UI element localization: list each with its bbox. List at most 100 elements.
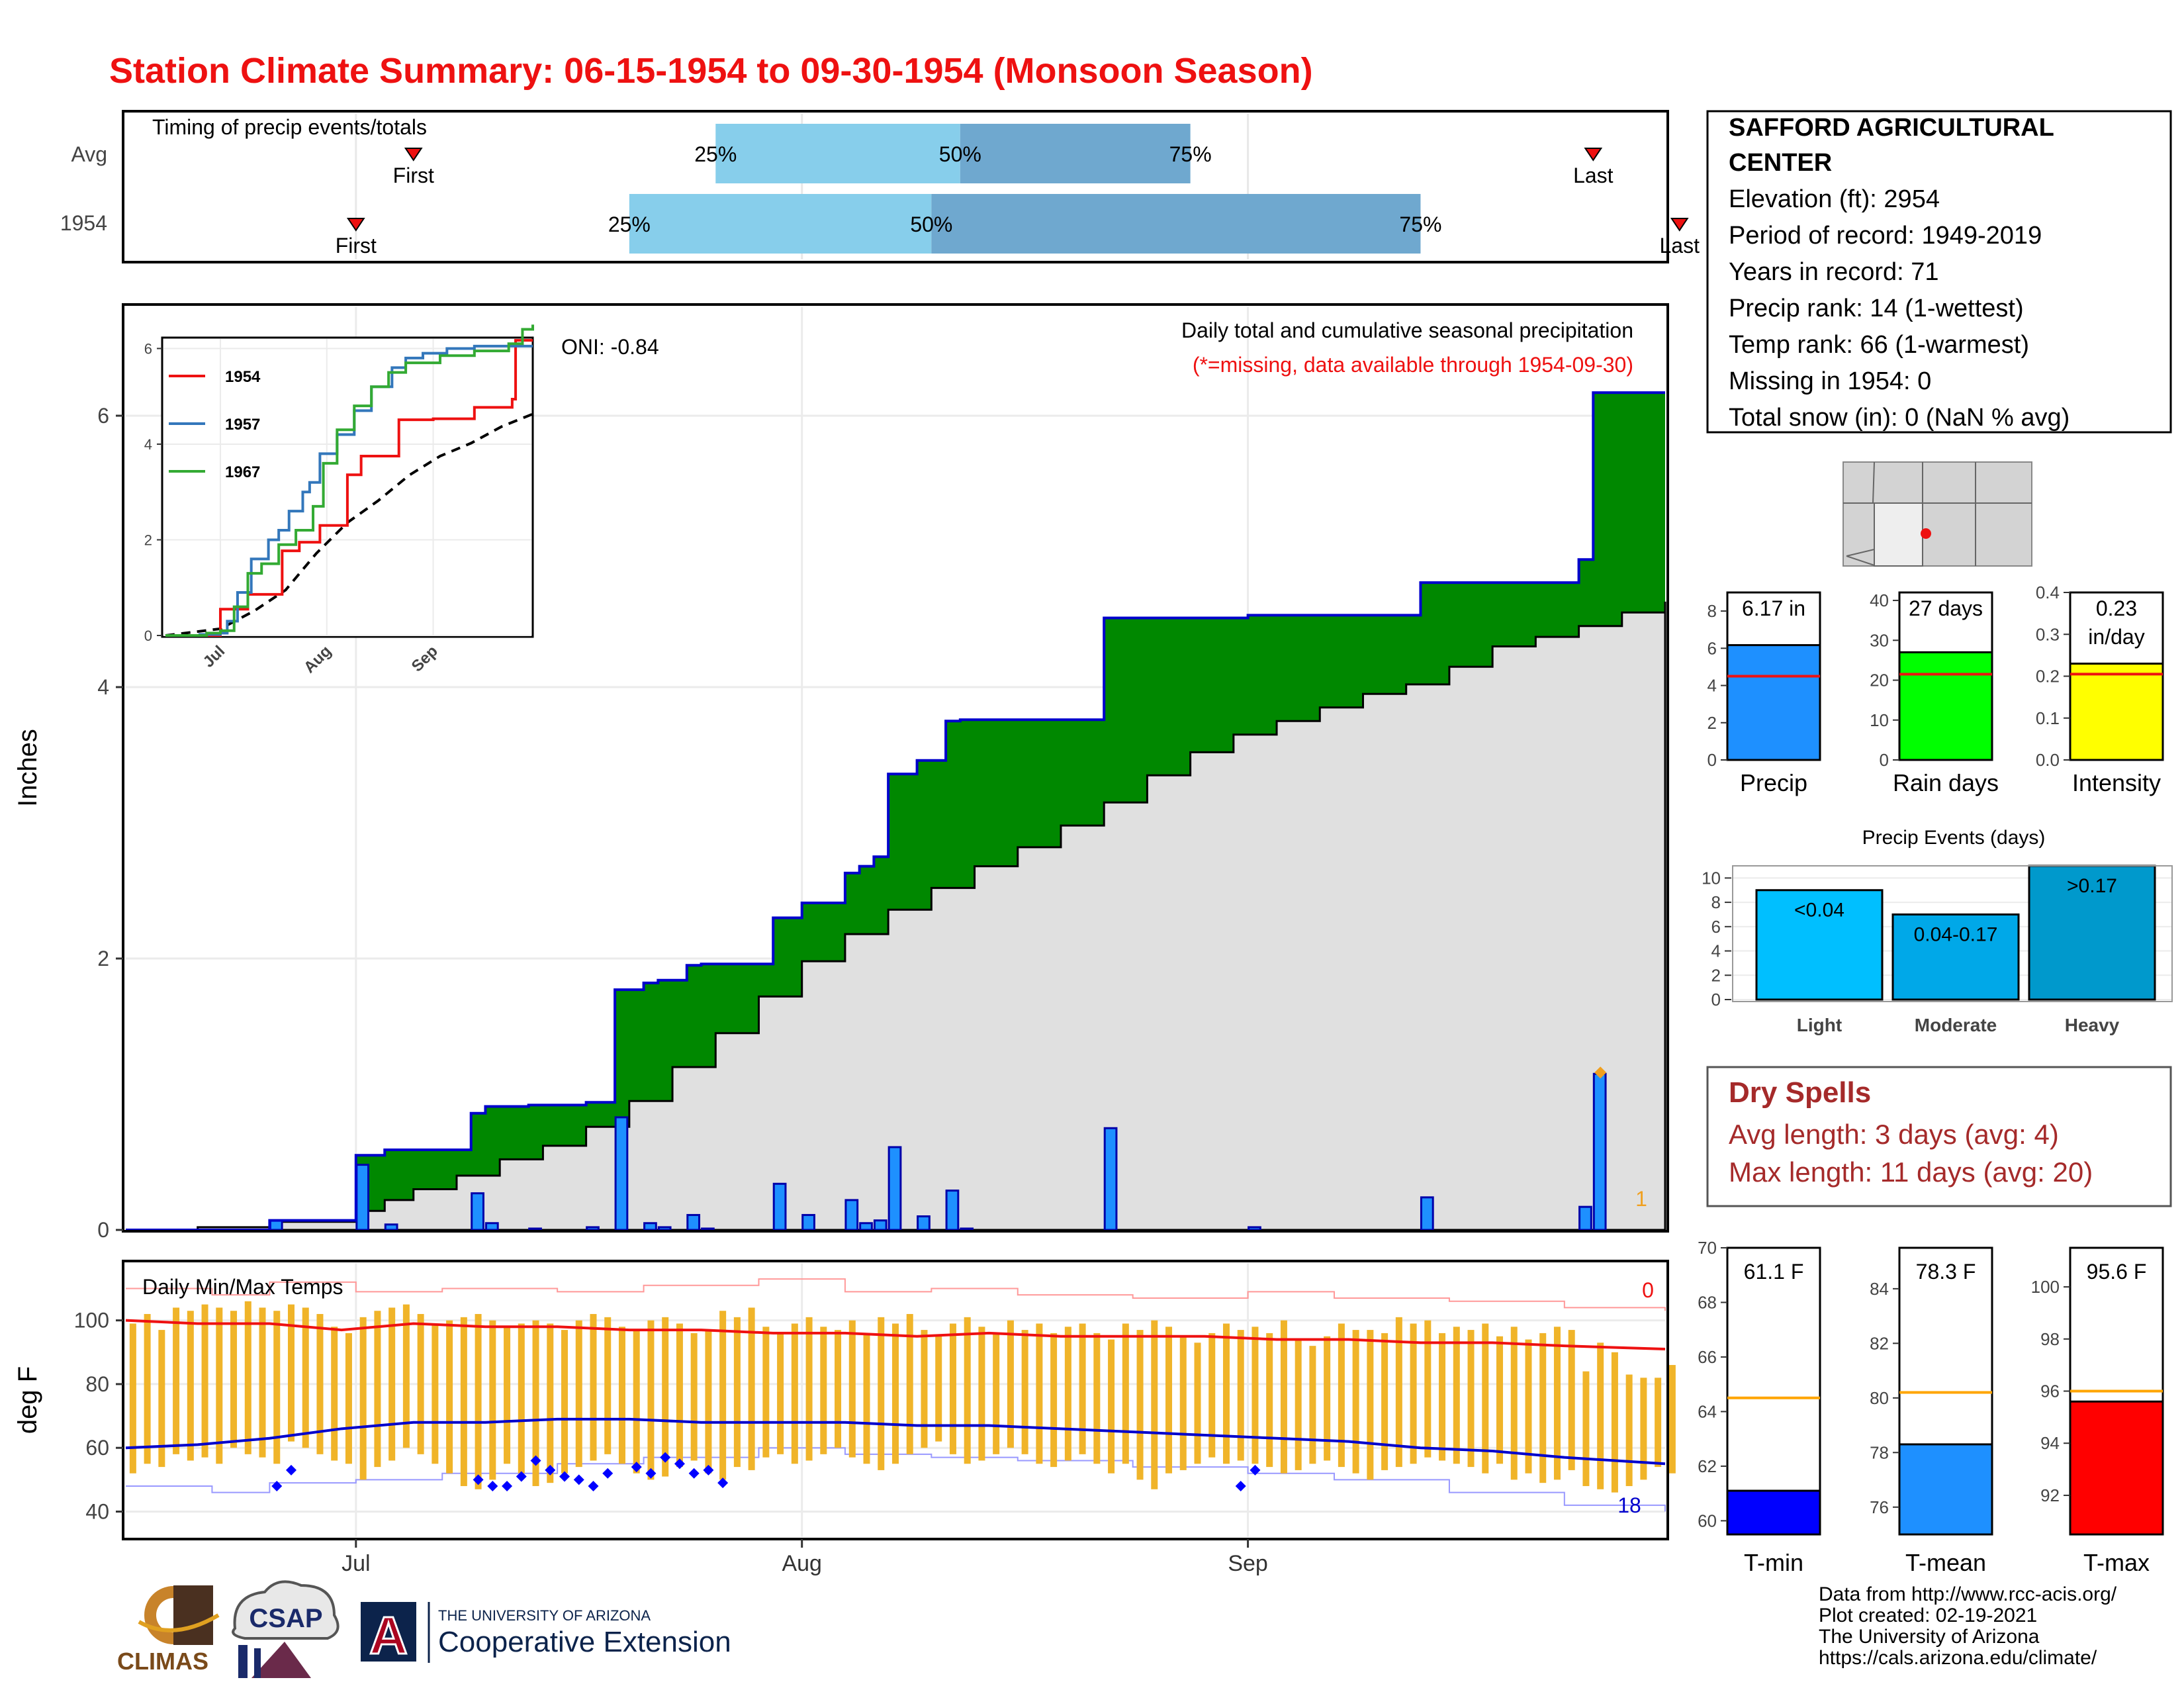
last-event-marker xyxy=(1584,148,1603,162)
timing-p50-label: 50% xyxy=(910,212,952,236)
daily-precip-bar xyxy=(355,1164,370,1231)
temp-count-max: 0 xyxy=(1642,1278,1654,1302)
daily-precip-bar xyxy=(643,1222,657,1231)
below-normal-marker xyxy=(674,1458,685,1470)
daily-temp-range-bar xyxy=(1021,1330,1028,1454)
temp-bar-ytick-label: 98 xyxy=(2040,1329,2060,1349)
first-event-marker xyxy=(404,148,423,162)
daily-temp-range-bar xyxy=(1036,1323,1043,1464)
daily-temp-range-bar xyxy=(547,1323,554,1483)
summary-bar-value-label: 27 days xyxy=(1909,596,1983,620)
ua-logo-small: THE UNIVERSITY OF ARIZONA xyxy=(438,1607,651,1624)
summary-ytick-label: 0.0 xyxy=(2036,750,2060,770)
daily-temp-range-bar xyxy=(1338,1323,1345,1468)
below-normal-marker xyxy=(516,1471,527,1482)
daily-temp-range-bar xyxy=(359,1317,367,1480)
temp-count-min: 18 xyxy=(1617,1493,1641,1517)
temp-bar-tmax xyxy=(2069,1400,2164,1536)
precip-ytick-label: 2 xyxy=(97,947,109,970)
below-normal-marker xyxy=(502,1480,513,1491)
summary-ytick-label: 0 xyxy=(1707,750,1717,770)
daily-precip-bar xyxy=(614,1116,629,1231)
daily-temp-range-bar xyxy=(345,1333,352,1464)
x-tick-label: Aug xyxy=(782,1551,822,1576)
events-bar-heavy xyxy=(2028,865,2156,1001)
daily-temp-range-bar xyxy=(719,1311,727,1480)
station-snow: Total snow (in): 0 (NaN % avg) xyxy=(1729,404,2070,432)
timing-p25-label: 25% xyxy=(694,142,737,166)
x-tick-label: Sep xyxy=(1228,1551,1268,1576)
timing-p50-label: 50% xyxy=(939,142,981,166)
climas-logo-text: CLIMAS xyxy=(117,1648,208,1675)
events-ytick-label: 2 xyxy=(1711,965,1721,985)
precip-ytick-label: 4 xyxy=(97,675,109,699)
events-bar-moderate xyxy=(1891,913,2020,1001)
daily-temp-range-bar xyxy=(878,1317,885,1470)
temp-bar-ytick-label: 80 xyxy=(1870,1388,1889,1408)
temp-ytick-label: 40 xyxy=(85,1499,109,1523)
daily-precip-bar xyxy=(471,1192,484,1231)
events-bar-value-label: 0.04-0.17 xyxy=(1914,923,1998,945)
daily-temp-range-bar xyxy=(848,1320,856,1458)
daily-temp-range-bar xyxy=(1482,1323,1489,1474)
daily-temp-range-bar xyxy=(1424,1320,1432,1458)
temp-bar-value-label: 95.6 F xyxy=(2087,1260,2147,1284)
inset-ytick-label: 0 xyxy=(144,628,152,644)
temp-bar-ytick-label: 64 xyxy=(1698,1401,1717,1421)
daily-temp-range-bar xyxy=(302,1307,309,1448)
footer-line3: The University of Arizona xyxy=(1819,1626,2040,1648)
summary-ytick-label: 0 xyxy=(1880,750,1889,770)
daily-temp-range-bar xyxy=(1007,1320,1014,1448)
daily-temp-range-bar xyxy=(216,1307,223,1464)
record-low-line xyxy=(126,1447,1666,1512)
inset-legend-label: 1954 xyxy=(225,368,261,386)
daily-temp-range-bar xyxy=(1064,1327,1071,1461)
daily-temp-range-bar xyxy=(1165,1327,1173,1474)
events-title: Precip Events (days) xyxy=(1862,827,2046,849)
daily-temp-range-bar xyxy=(1208,1333,1216,1458)
summary-ytick-label: 0.2 xyxy=(2036,667,2060,686)
daily-precip-bar xyxy=(960,1227,974,1231)
summary-ytick-label: 0.3 xyxy=(2036,624,2060,644)
daily-temp-range-bar xyxy=(949,1323,956,1454)
below-normal-marker xyxy=(660,1452,671,1463)
footer-credits: Data from http://www.rcc-acis.org/ Plot … xyxy=(1819,1583,2117,1669)
temp-bar-ytick-label: 66 xyxy=(1698,1347,1717,1367)
daily-temp-range-bar xyxy=(316,1314,324,1454)
avg-tmax-line xyxy=(125,1319,1666,1350)
daily-temp-range-bar xyxy=(662,1317,669,1477)
temp-bar-ytick-label: 96 xyxy=(2040,1382,2060,1401)
daily-temp-range-bar xyxy=(1179,1336,1187,1470)
events-bar-value-label: >0.17 xyxy=(2067,875,2117,897)
daily-temp-range-bar xyxy=(1597,1342,1604,1489)
below-normal-marker xyxy=(645,1468,657,1479)
daily-temp-range-bar xyxy=(1151,1320,1158,1489)
below-normal-marker xyxy=(473,1474,484,1485)
daily-temp-range-bar xyxy=(1093,1333,1101,1464)
inset-legend-label: 1957 xyxy=(225,416,260,434)
daily-temp-range-bar xyxy=(964,1317,971,1464)
daily-temp-range-bar xyxy=(1582,1371,1590,1486)
csap-logo: CSAP xyxy=(232,1580,340,1678)
precip-subheader: (*=missing, data available through 1954-… xyxy=(1193,353,1633,377)
daily-temp-range-bar xyxy=(561,1330,569,1474)
first-event-marker xyxy=(346,218,365,232)
temp-bar-tmean xyxy=(1898,1443,1993,1536)
page-title: Station Climate Summary: 06-15-1954 to 0… xyxy=(109,51,1313,91)
events-bar-label: Heavy xyxy=(2065,1015,2120,1035)
temp-ytick-label: 80 xyxy=(85,1372,109,1396)
daily-precip-bar xyxy=(772,1182,787,1231)
climas-logo: CLIMAS xyxy=(117,1585,220,1675)
daily-temp-range-bar xyxy=(1496,1336,1504,1464)
daily-temp-range-bar xyxy=(201,1304,208,1458)
daily-temp-range-bar xyxy=(1222,1323,1230,1464)
daily-temp-range-bar xyxy=(575,1320,582,1468)
summary-bar-value-label: 0.23 xyxy=(2096,596,2137,620)
dry-spells-max: Max length: 11 days (avg: 20) xyxy=(1729,1156,2093,1188)
dry-spells-title: Dry Spells xyxy=(1729,1076,1871,1109)
avg-cumulative-fill xyxy=(126,601,1666,1231)
daily-temp-range-bar xyxy=(1439,1333,1446,1461)
temp-bar-label: T-max xyxy=(2083,1549,2150,1576)
inset-ytick-label: 2 xyxy=(144,532,152,548)
